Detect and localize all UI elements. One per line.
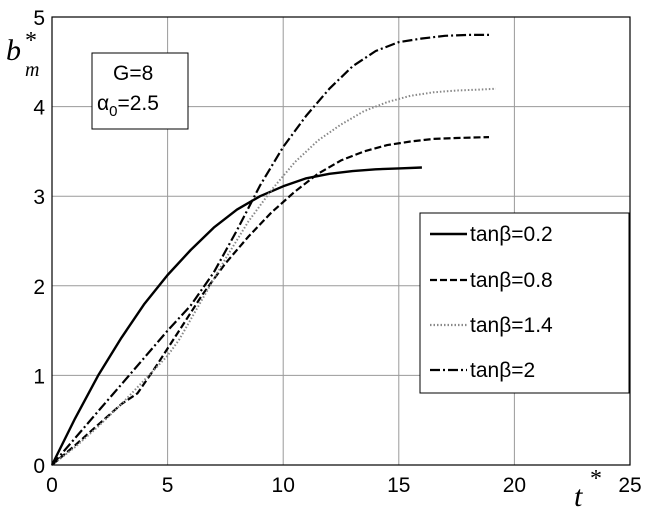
x-axis-label-main: t — [574, 480, 583, 513]
annotation-alpha: α — [97, 92, 109, 115]
annotation-line-1: G=8 — [113, 62, 153, 85]
y-axis-label-sup: * — [25, 28, 37, 54]
x-axis-label-sup: * — [590, 466, 602, 492]
legend-box — [419, 212, 630, 394]
x-tick-label: 10 — [272, 474, 295, 497]
legend: tanβ=0.2 tanβ=0.8 tanβ=1.4 tanβ=2 — [419, 212, 630, 394]
parameter-annotation: G=8 α0=2.5 — [91, 52, 189, 130]
y-tick-label: 2 — [33, 276, 45, 299]
legend-label-4: tanβ=2 — [470, 359, 535, 382]
series-layer — [50, 33, 496, 466]
y-axis-label-sub: m — [25, 59, 39, 81]
y-axis-label: b m * — [6, 28, 39, 81]
y-tick-label: 3 — [33, 186, 45, 209]
annotation-alpha-value: =2.5 — [117, 92, 158, 115]
x-tick-label: 5 — [162, 474, 174, 497]
y-tick-label: 5 — [33, 7, 45, 30]
legend-label-2: tanβ=0.8 — [470, 269, 553, 292]
x-tick-label: 25 — [618, 474, 641, 497]
y-axis-label-main: b — [6, 34, 21, 67]
legend-label-1: tanβ=0.2 — [470, 223, 553, 246]
series-line-1 — [50, 166, 422, 466]
x-tick-label: 20 — [503, 474, 526, 497]
series-line-4 — [51, 33, 489, 466]
y-tick-label: 1 — [33, 365, 45, 388]
x-tick-label: 0 — [46, 474, 58, 497]
y-tick-label: 0 — [33, 455, 45, 478]
annotation-line-2: α0=2.5 — [97, 92, 159, 120]
x-tick-label: 15 — [387, 474, 410, 497]
y-tick-label: 4 — [33, 97, 45, 120]
tick-labels: 0 5 10 15 20 25 0 1 2 3 4 5 — [33, 7, 641, 497]
plot-frame — [51, 16, 631, 466]
annotation-alpha-sub: 0 — [109, 103, 117, 120]
x-axis-label: t * — [574, 466, 602, 513]
annotation-box — [91, 52, 189, 130]
legend-label-3: tanβ=1.4 — [470, 314, 553, 337]
